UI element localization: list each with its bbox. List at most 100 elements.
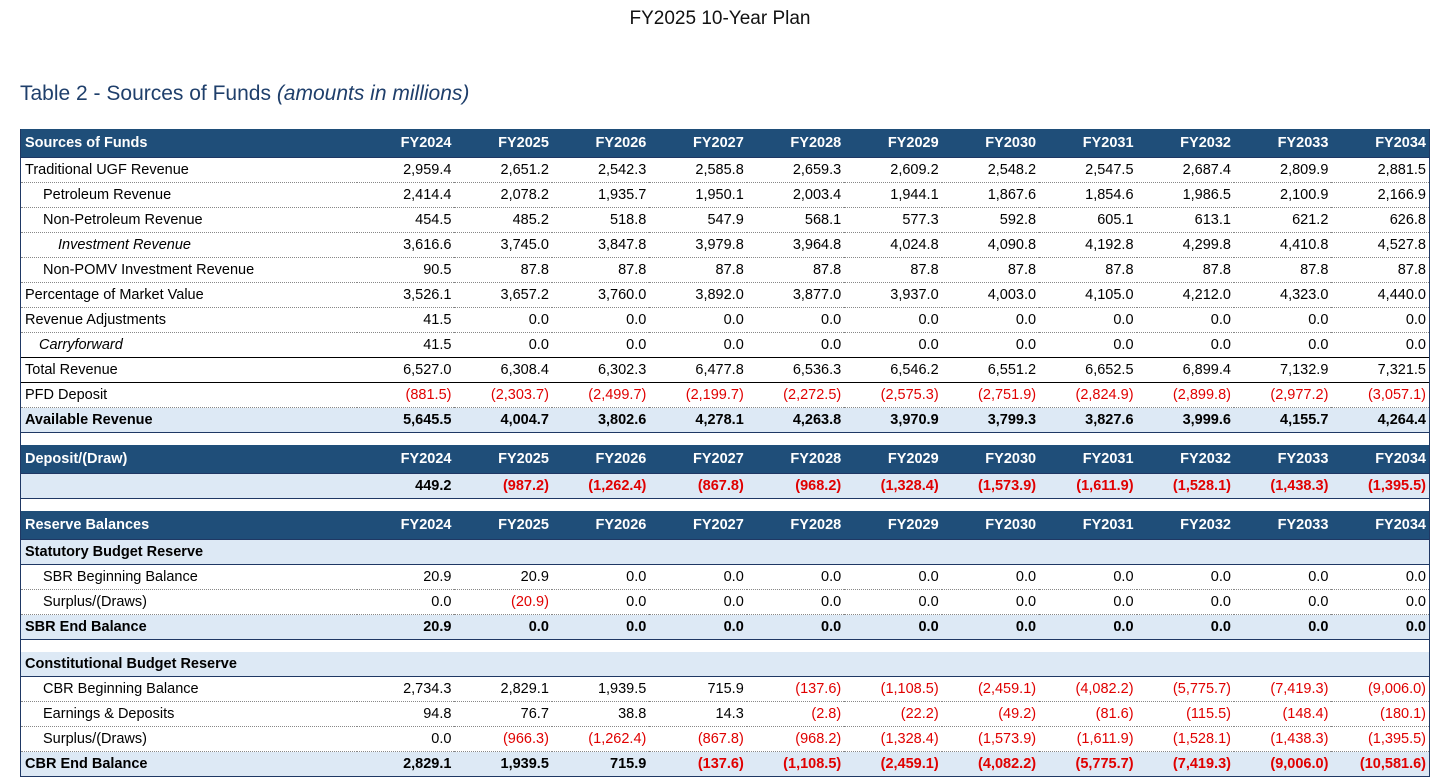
- cell-value: (2,899.8): [1136, 382, 1234, 408]
- cell-value: 0.0: [1136, 332, 1234, 358]
- table-row-cbr-end-balance: CBR End Balance 2,829.1 1,939.5 715.9 (137.6…: [21, 751, 1429, 777]
- cell-value: (148.4): [1233, 701, 1332, 727]
- cell-value: 605.1: [1039, 207, 1137, 233]
- row-label: Non-Petroleum Revenue: [21, 207, 358, 233]
- cell-value: 0.0: [941, 307, 1040, 333]
- header-year: FY2025: [454, 129, 552, 158]
- cell-value: 0.0: [649, 589, 747, 615]
- header-year: FY2031: [1039, 511, 1137, 540]
- cell-value: 2,829.1: [454, 676, 552, 702]
- cell-value: 4,212.0: [1136, 282, 1234, 308]
- table-row-surplus-draws: Surplus/(Draws) 0.0 (20.9) 0.0 0.0 0.0 0.0 0.0 0…: [21, 589, 1429, 615]
- row-label: Surplus/(Draws): [21, 726, 358, 752]
- cell-value: 0.0: [649, 564, 747, 590]
- cell-value: 76.7: [454, 701, 552, 727]
- cell-value: 6,652.5: [1039, 357, 1137, 383]
- cell-value: 20.9: [454, 564, 552, 590]
- cell-value: 0.0: [746, 589, 845, 615]
- cell-value: 0.0: [844, 589, 942, 615]
- cell-value: 2,542.3: [551, 157, 650, 183]
- cell-value: 2,609.2: [844, 157, 942, 183]
- row-label: Traditional UGF Revenue: [21, 157, 358, 183]
- section-title: Statutory Budget Reserve: [21, 539, 1429, 565]
- table-row-available-revenue: Available Revenue 5,645.5 4,004.7 3,802.6 4,…: [21, 407, 1429, 433]
- cell-value: 3,964.8: [746, 232, 845, 258]
- cell-value: 0.0: [844, 614, 942, 640]
- cell-value: 3,799.3: [941, 407, 1040, 433]
- cell-value: 87.8: [844, 257, 942, 283]
- cell-value: 0.0: [1233, 614, 1332, 640]
- cell-value: (2,272.5): [746, 382, 845, 408]
- cell-value: 6,551.2: [941, 357, 1040, 383]
- cell-value: (10,581.6): [1331, 751, 1429, 777]
- row-label: Percentage of Market Value: [21, 282, 358, 308]
- cell-value: 0.0: [1136, 307, 1234, 333]
- spacer-row: [21, 639, 1429, 652]
- cell-value: 87.8: [1233, 257, 1332, 283]
- cell-value: 0.0: [1331, 614, 1429, 640]
- cell-value: 87.8: [454, 257, 552, 283]
- row-label: [21, 473, 358, 499]
- cell-value: 2,659.3: [746, 157, 845, 183]
- cell-value: 518.8: [551, 207, 650, 233]
- plan-title: FY2025 10-Year Plan: [629, 8, 811, 29]
- row-label: Petroleum Revenue: [21, 182, 358, 208]
- cell-value: 0.0: [1136, 589, 1234, 615]
- cell-value: 0.0: [649, 332, 747, 358]
- header-reserves: Reserve Balances FY2024 FY2025 FY2026 FY2027…: [21, 511, 1429, 540]
- cell-value: 4,090.8: [941, 232, 1040, 258]
- cell-value: 2,687.4: [1136, 157, 1234, 183]
- cell-value: 3,847.8: [551, 232, 650, 258]
- cell-value: 2,809.9: [1233, 157, 1332, 183]
- cell-value: 0.0: [1039, 614, 1137, 640]
- row-label: Non-POMV Investment Revenue: [21, 257, 358, 283]
- cell-value: 0.0: [746, 307, 845, 333]
- row-label: Total Revenue: [21, 357, 358, 383]
- spacer-row: [21, 432, 1429, 445]
- cell-value: 0.0: [941, 332, 1040, 358]
- row-label: PFD Deposit: [21, 382, 358, 408]
- cell-value: 1,854.6: [1039, 182, 1137, 208]
- spacer-row: [21, 498, 1429, 511]
- cell-value: 0.0: [454, 307, 552, 333]
- header-year: FY2026: [551, 445, 650, 474]
- cell-value: 3,979.8: [649, 232, 747, 258]
- cell-value: (2,499.7): [551, 382, 650, 408]
- cell-value: 3,616.6: [357, 232, 455, 258]
- cell-value: 0.0: [551, 564, 650, 590]
- cell-value: 3,760.0: [551, 282, 650, 308]
- cell-value: 3,802.6: [551, 407, 650, 433]
- cell-value: 4,155.7: [1233, 407, 1332, 433]
- header-year: FY2033: [1233, 511, 1332, 540]
- cell-value: 3,657.2: [454, 282, 552, 308]
- cell-value: 41.5: [357, 332, 455, 358]
- cell-value: 4,004.7: [454, 407, 552, 433]
- cell-value: (1,328.4): [844, 726, 942, 752]
- cell-value: 0.0: [454, 614, 552, 640]
- header-year: FY2024: [357, 129, 455, 158]
- cell-value: 6,308.4: [454, 357, 552, 383]
- header-year: FY2029: [844, 445, 942, 474]
- cell-value: 2,829.1: [357, 751, 455, 777]
- row-label: Earnings & Deposits: [21, 701, 358, 727]
- cell-value: 87.8: [746, 257, 845, 283]
- cell-value: (987.2): [454, 473, 552, 499]
- table-row-sbr-beginning-balance: SBR Beginning Balance 20.9 20.9 0.0 0.0 0.0 0.…: [21, 564, 1429, 590]
- cell-value: 1,939.5: [551, 676, 650, 702]
- cell-value: (2,575.3): [844, 382, 942, 408]
- header-year: FY2033: [1233, 129, 1332, 158]
- header-year: FY2025: [454, 445, 552, 474]
- cell-value: 2,651.2: [454, 157, 552, 183]
- cell-value: 2,078.2: [454, 182, 552, 208]
- cell-value: (2,199.7): [649, 382, 747, 408]
- cell-value: 547.9: [649, 207, 747, 233]
- table-row-revenue-adjustments: Revenue Adjustments 41.5 0.0 0.0 0.0 0.0 0.0 0.…: [21, 307, 1429, 333]
- cell-value: (1,262.4): [551, 726, 650, 752]
- cell-value: 38.8: [551, 701, 650, 727]
- cell-value: 4,299.8: [1136, 232, 1234, 258]
- cell-value: 1,944.1: [844, 182, 942, 208]
- cell-value: 0.0: [1136, 564, 1234, 590]
- cell-value: (2.8): [746, 701, 845, 727]
- cell-value: 0.0: [357, 589, 455, 615]
- cell-value: 4,278.1: [649, 407, 747, 433]
